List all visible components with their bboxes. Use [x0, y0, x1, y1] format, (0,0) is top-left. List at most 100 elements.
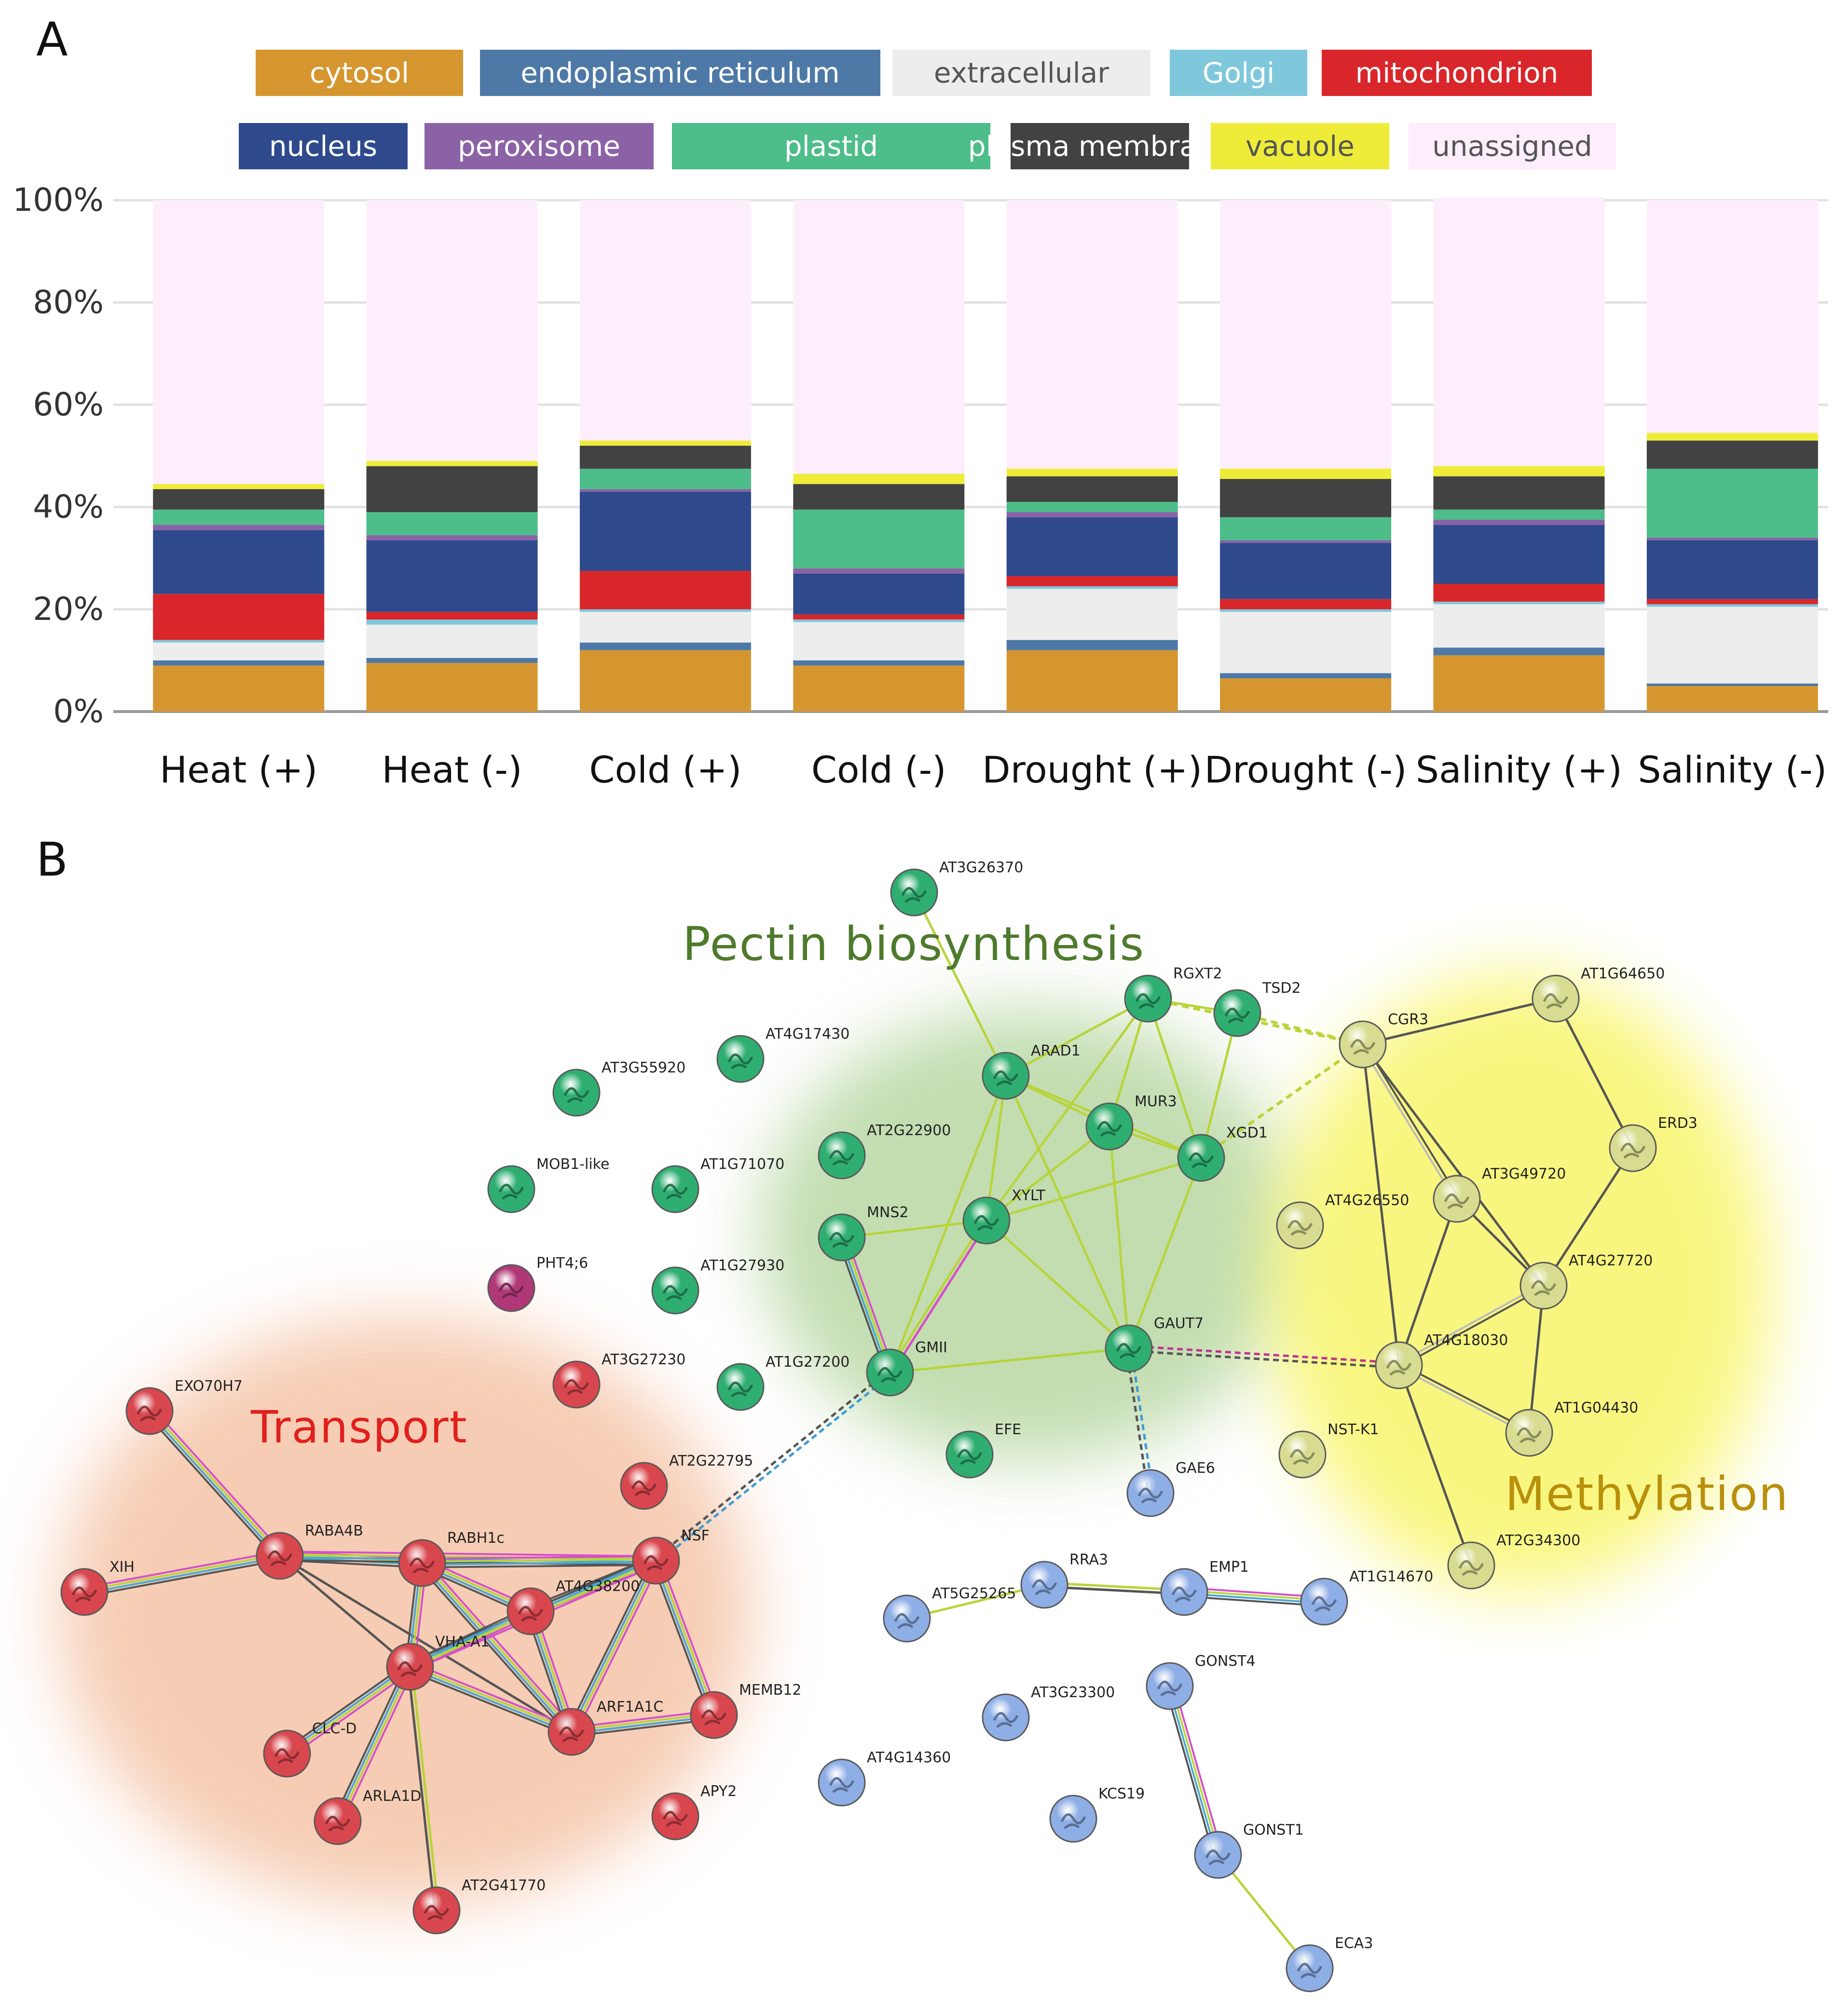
edge-line — [1399, 1362, 1531, 1432]
node-structure — [267, 1550, 293, 1566]
cluster-area-pectin — [760, 1008, 1300, 1462]
node-label: RRA3 — [1069, 1551, 1108, 1568]
edge-line — [1399, 1286, 1545, 1368]
bar-segment-mitochondrion — [579, 571, 751, 609]
bar-segment-plasma-membrane — [1006, 476, 1178, 502]
node-at3g49720: AT3G49720 — [1433, 1166, 1566, 1223]
edge-gonst1-eca3 — [1217, 1854, 1311, 1969]
edge-line — [1125, 1348, 1150, 1494]
node-label: VHA-A1 — [435, 1633, 490, 1650]
edge-rgxt2-xylt — [985, 998, 1150, 1221]
bar-segment-mitochondrion — [1646, 599, 1818, 604]
node-label: GAE6 — [1176, 1460, 1215, 1477]
node-label: RABH1c — [447, 1530, 505, 1547]
y-axis: 0% 20% 40% 60% 80% 100% — [13, 181, 104, 730]
edge-line — [1005, 997, 1149, 1077]
node-label: NST-K1 — [1328, 1421, 1379, 1438]
bar-segment-peroxisome — [153, 525, 325, 530]
bar-segment-endoplasmic-reticulum — [1220, 673, 1392, 679]
cluster-label-transport: Transport — [250, 1401, 468, 1453]
bar-cold — [579, 200, 751, 712]
edge-exo70h7-raba4b — [145, 1407, 284, 1560]
edge-line — [1360, 1045, 1456, 1201]
x-tick-label: Heat (+) — [160, 748, 317, 791]
edge-line — [422, 1558, 656, 1563]
node-structure — [643, 1555, 669, 1571]
node-memb12: MEMB12 — [690, 1682, 801, 1739]
edge-line — [1173, 1684, 1223, 1854]
bar-segment-unassigned — [1433, 197, 1605, 466]
bar-segment-mitochondrion — [1220, 599, 1392, 609]
bar-segment-golgi — [153, 640, 325, 643]
edge-line — [659, 1559, 719, 1714]
legend-swatch — [1011, 123, 1189, 169]
node-gmii: GMII — [866, 1339, 947, 1397]
node-structure — [325, 1815, 351, 1832]
node-at1g27930: AT1G27930 — [651, 1257, 784, 1315]
edge-rabh1c-arf1a1c — [418, 1559, 576, 1736]
node-label: GONST4 — [1195, 1653, 1256, 1670]
edge-arf1a1c-memb12 — [571, 1710, 715, 1737]
edge-raba4b-vha-a1 — [279, 1555, 411, 1668]
bar-segment-endoplasmic-reticulum — [579, 642, 751, 650]
node-rabh1c: RABH1c — [398, 1530, 505, 1587]
node-structure — [1444, 1193, 1470, 1209]
edge-line — [338, 1667, 412, 1823]
node-label: AT2G34300 — [1496, 1532, 1580, 1549]
node-structure — [993, 1070, 1019, 1086]
edge-line — [1528, 1285, 1545, 1433]
edge-line — [420, 1563, 572, 1734]
node-structure — [829, 1777, 855, 1793]
edge-line — [289, 1669, 413, 1758]
node-structure — [137, 1405, 163, 1422]
legend-item-peroxisome: peroxisome — [424, 123, 654, 169]
edge-line — [986, 1156, 1202, 1222]
legend-item-plasma-membrane: plasma membrane — [968, 123, 1232, 169]
node-label: PHT4;6 — [536, 1255, 588, 1272]
edge-raba4b-arf1a1c — [279, 1554, 573, 1733]
edge-at4g27720-at4g18030 — [1397, 1283, 1545, 1368]
edge-gmii-nsf — [654, 1370, 892, 1564]
node-label: CLC-D — [312, 1720, 357, 1737]
bar-segment-golgi — [366, 619, 538, 625]
node-structure — [1620, 1142, 1646, 1159]
node-structure — [1188, 1152, 1214, 1168]
bar-segment-plasma-membrane — [793, 484, 965, 510]
node-arla1d: ARLA1D — [314, 1788, 421, 1845]
node-xih: XIH — [60, 1559, 135, 1616]
edge-line — [839, 1237, 890, 1373]
edge-vha-a1-clc-d — [284, 1662, 413, 1758]
edge-vha-a1-arla1d — [333, 1664, 415, 1824]
x-tick-label: Drought (+) — [982, 748, 1202, 791]
node-label: ARAD1 — [1031, 1043, 1081, 1059]
bar-segment-nucleus — [366, 540, 538, 612]
edge-line — [1167, 1686, 1218, 1856]
edge-vha-a1-at2g41770 — [407, 1666, 440, 1911]
edge-line — [1397, 1365, 1473, 1566]
edge-vha-a1-arf1a1c — [408, 1661, 574, 1737]
edge-line — [284, 1662, 408, 1751]
edge-line — [913, 892, 1007, 1077]
edge-cgr3-at1g64650 — [1362, 997, 1556, 1046]
node-structure — [1531, 1280, 1557, 1296]
edge-line — [654, 1561, 714, 1716]
node-label: AT1G04430 — [1554, 1399, 1638, 1416]
node-structure — [1311, 1596, 1337, 1612]
bar-segment-vacuole — [366, 461, 538, 466]
edge-line — [1397, 1198, 1458, 1366]
bar-segment-unassigned — [153, 200, 325, 484]
bar-segment-peroxisome — [1220, 540, 1392, 543]
node-arf1a1c: ARF1A1C — [548, 1699, 663, 1756]
legend-swatch — [892, 50, 1150, 96]
edge-line — [424, 1559, 576, 1730]
node-label: AT2G22795 — [669, 1453, 753, 1469]
edge-line — [572, 1715, 714, 1734]
node-label: AT3G23300 — [1031, 1684, 1115, 1701]
x-tick-label: Heat (-) — [382, 748, 522, 791]
bar-segment-extracellular — [1433, 604, 1605, 648]
bar-segment-unassigned — [1220, 200, 1392, 469]
bar-segment-golgi — [1646, 604, 1818, 607]
legend-item-mitochondrion: mitochondrion — [1322, 50, 1592, 96]
node-xylt: XYLT — [962, 1187, 1045, 1245]
node-structure — [498, 1282, 524, 1299]
